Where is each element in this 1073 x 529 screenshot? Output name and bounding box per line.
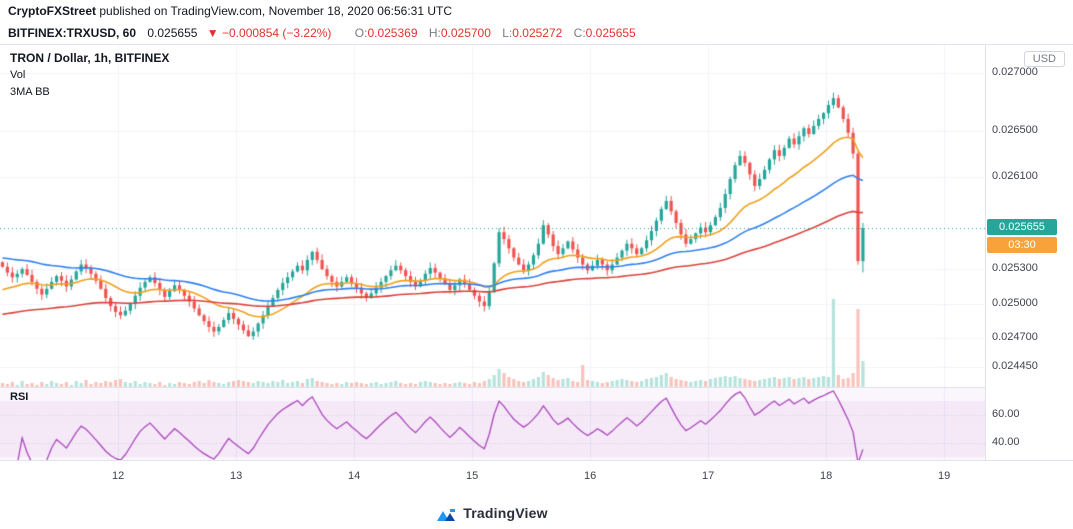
- time-tick-label: 18: [820, 470, 833, 482]
- price-tick-label: 0.025300: [992, 262, 1038, 275]
- attribution-text: published on TradingView.com, November 1…: [96, 4, 453, 18]
- last-price-badge: 0.025655: [987, 219, 1057, 236]
- change-value: −0.000854 (−3.22%): [222, 26, 332, 40]
- tradingview-wordmark[interactable]: TradingView: [463, 505, 548, 521]
- down-arrow-icon: ▼: [206, 26, 219, 40]
- close-value: 0.025655: [585, 26, 636, 40]
- low-value: 0.025272: [512, 26, 563, 40]
- ma-indicator-label[interactable]: 3MA BB: [10, 86, 50, 98]
- time-tick-label: 15: [466, 470, 479, 482]
- last-value: 0.025655: [147, 26, 198, 40]
- price-tick-label: 0.024450: [992, 360, 1038, 373]
- price-tick-label: 0.026100: [992, 169, 1038, 182]
- time-tick-label: 16: [584, 470, 597, 482]
- volume-indicator-label[interactable]: Vol: [10, 69, 26, 81]
- currency-toggle-button[interactable]: USD: [1023, 51, 1065, 67]
- price-tick-label: 0.024700: [992, 331, 1038, 344]
- rsi-tick-label: 40.00: [992, 436, 1020, 449]
- price-tick-label: 0.026500: [992, 123, 1038, 136]
- time-tick-label: 12: [112, 470, 125, 482]
- pane-separator[interactable]: [0, 387, 1073, 388]
- chart-legend: TRON / Dollar, 1h, BITFINEX Vol 3MA BB: [10, 50, 169, 101]
- symbol-info-bar: BITFINEX:TRXUSD, 60 0.025655 ▼ −0.000854…: [0, 22, 1073, 44]
- price-tick-label: 0.027000: [992, 65, 1038, 78]
- open-value: 0.025369: [367, 26, 418, 40]
- tradingview-logo-icon[interactable]: [437, 506, 457, 521]
- rsi-indicator-label[interactable]: RSI: [10, 391, 29, 403]
- time-axis[interactable]: 12 13 14 15 16 17 18 19: [0, 461, 985, 491]
- time-tick-label: 14: [348, 470, 361, 482]
- price-tick-label: 0.025000: [992, 296, 1038, 309]
- time-tick-label: 19: [938, 470, 951, 482]
- chart-title[interactable]: TRON / Dollar, 1h, BITFINEX: [10, 51, 170, 65]
- chart-area: TRON / Dollar, 1h, BITFINEX Vol 3MA BB R…: [0, 44, 1073, 491]
- price-chart-canvas[interactable]: [0, 45, 985, 460]
- publisher-name: CryptoFXStreet: [8, 4, 97, 18]
- attribution-bar: CryptoFXStreet published on TradingView.…: [0, 0, 1073, 22]
- symbol-name[interactable]: BITFINEX:TRXUSD, 60: [8, 26, 137, 40]
- high-value: 0.025700: [440, 26, 491, 40]
- open-label: O:: [354, 26, 368, 40]
- time-tick-label: 13: [230, 470, 243, 482]
- price-axis[interactable]: USD 0.025655 03:30 0.027000 0.026500 0.026…: [985, 45, 1073, 460]
- close-label: C:: [573, 26, 586, 40]
- footer: TradingView: [0, 501, 985, 525]
- time-tick-label: 17: [702, 470, 715, 482]
- low-label: L:: [502, 26, 513, 40]
- rsi-tick-label: 60.00: [992, 408, 1020, 421]
- bar-countdown-badge: 03:30: [987, 237, 1057, 254]
- high-label: H:: [428, 26, 441, 40]
- change-indicator: ▼ −0.000854 (−3.22%): [207, 26, 332, 40]
- axis-separator: [0, 460, 1073, 461]
